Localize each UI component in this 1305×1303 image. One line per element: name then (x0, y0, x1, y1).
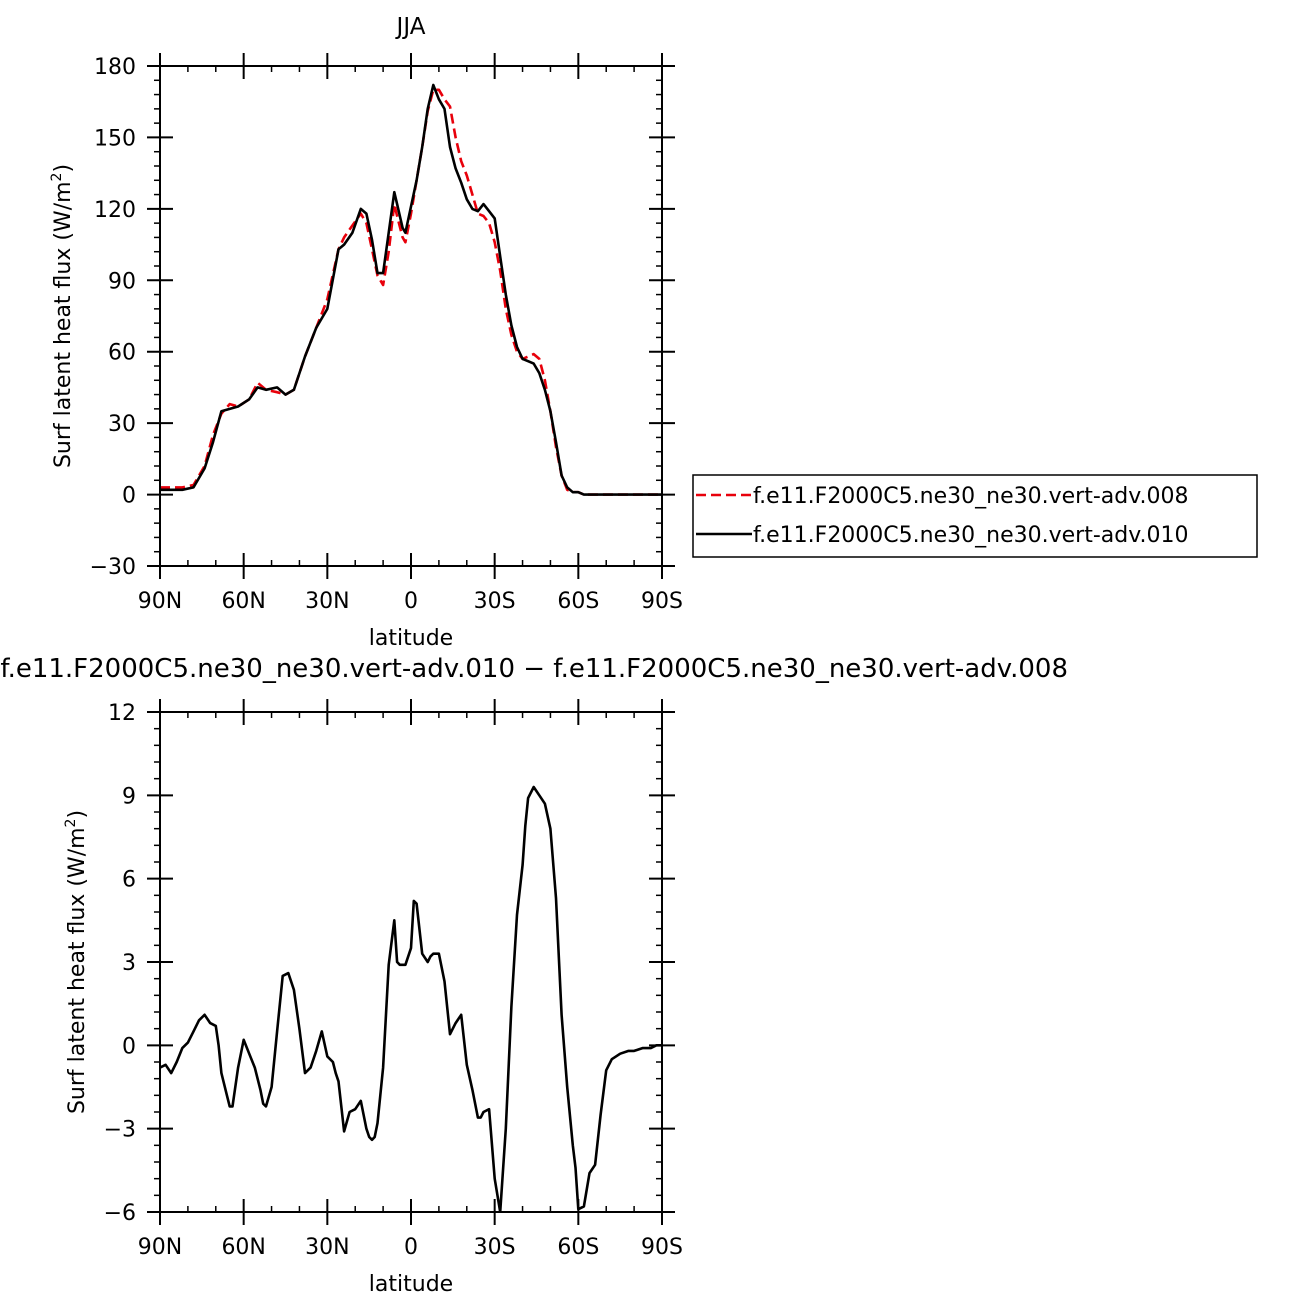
top-x-tick-label: 30S (474, 589, 516, 614)
bottom-plot-frame (159, 711, 663, 1213)
top-x-tick-label: 0 (404, 589, 418, 614)
top-y-tick-label: −30 (90, 555, 136, 580)
bottom-chart: f.e11.F2000C5.ne30_ne30.vert-adv.010 − f… (0, 654, 1068, 1297)
top-plot-frame (159, 65, 663, 567)
legend: f.e11.F2000C5.ne30_ne30.vert-adv.008 f.e… (692, 474, 1258, 558)
bottom-y-tick-label: 3 (122, 951, 136, 976)
top-series-1-line (160, 88, 662, 496)
top-y-axis-label-close: ) (51, 164, 76, 173)
top-y-tick-label: 90 (108, 269, 136, 294)
top-y-tick-label: 180 (94, 55, 136, 80)
bottom-x-tick-label: 30S (474, 1235, 516, 1260)
top-chart-title: JJA (395, 14, 426, 40)
bottom-x-axis-label: latitude (369, 1272, 453, 1297)
legend-label-series-1: f.e11.F2000C5.ne30_ne30.vert-adv.008 (753, 484, 1189, 509)
bottom-y-axis-label: Surf latent heat flux (W/m2) (63, 810, 90, 1114)
top-y-tick-label: 150 (94, 126, 136, 151)
top-x-tick-label: 90S (641, 589, 683, 614)
bottom-series-1-line (160, 785, 662, 1212)
bottom-x-tick-label: 60S (557, 1235, 599, 1260)
legend-label-series-2: f.e11.F2000C5.ne30_ne30.vert-adv.010 (753, 523, 1189, 548)
bottom-y-tick-label: 12 (108, 701, 136, 726)
top-y-tick-label: 30 (108, 412, 136, 437)
bottom-y-tick-label: −6 (104, 1201, 136, 1226)
bottom-chart-title: f.e11.F2000C5.ne30_ne30.vert-adv.010 − f… (0, 654, 1068, 684)
bottom-y-tick-label: 0 (122, 1034, 136, 1059)
bottom-x-tick-label: 90S (641, 1235, 683, 1260)
legend-box (692, 474, 1258, 558)
top-x-tick-label: 60N (221, 589, 265, 614)
top-chart: JJA −30 0 30 60 90 120 150 180 90N 60N 30N 0 30S 60S 9… (49, 14, 683, 651)
bottom-x-tick-label: 0 (404, 1235, 418, 1260)
top-y-axis-label: Surf latent heat flux (W/m2) (49, 164, 76, 468)
top-series-2-line (160, 83, 662, 496)
top-y-tick-label: 60 (108, 341, 136, 366)
top-y-tick-label: 0 (122, 484, 136, 509)
top-x-tick-label: 60S (557, 589, 599, 614)
bottom-y-axis-label-sup: 2 (63, 819, 79, 828)
top-y-axis-label-main: Surf latent heat flux (W/m (51, 181, 76, 468)
bottom-y-tick-label: −3 (104, 1118, 136, 1143)
bottom-y-axis-label-close: ) (65, 810, 90, 819)
bottom-x-tick-label: 60N (221, 1235, 265, 1260)
top-x-tick-label: 30N (305, 589, 349, 614)
top-y-tick-label: 120 (94, 198, 136, 223)
bottom-x-tick-label: 30N (305, 1235, 349, 1260)
bottom-y-tick-label: 6 (122, 868, 136, 893)
bottom-y-tick-label: 9 (122, 784, 136, 809)
bottom-x-tick-label: 90N (138, 1235, 182, 1260)
top-x-axis-label: latitude (369, 626, 453, 651)
top-y-axis-label-sup: 2 (49, 173, 65, 182)
bottom-y-axis-label-main: Surf latent heat flux (W/m (65, 827, 90, 1114)
top-x-tick-label: 90N (138, 589, 182, 614)
